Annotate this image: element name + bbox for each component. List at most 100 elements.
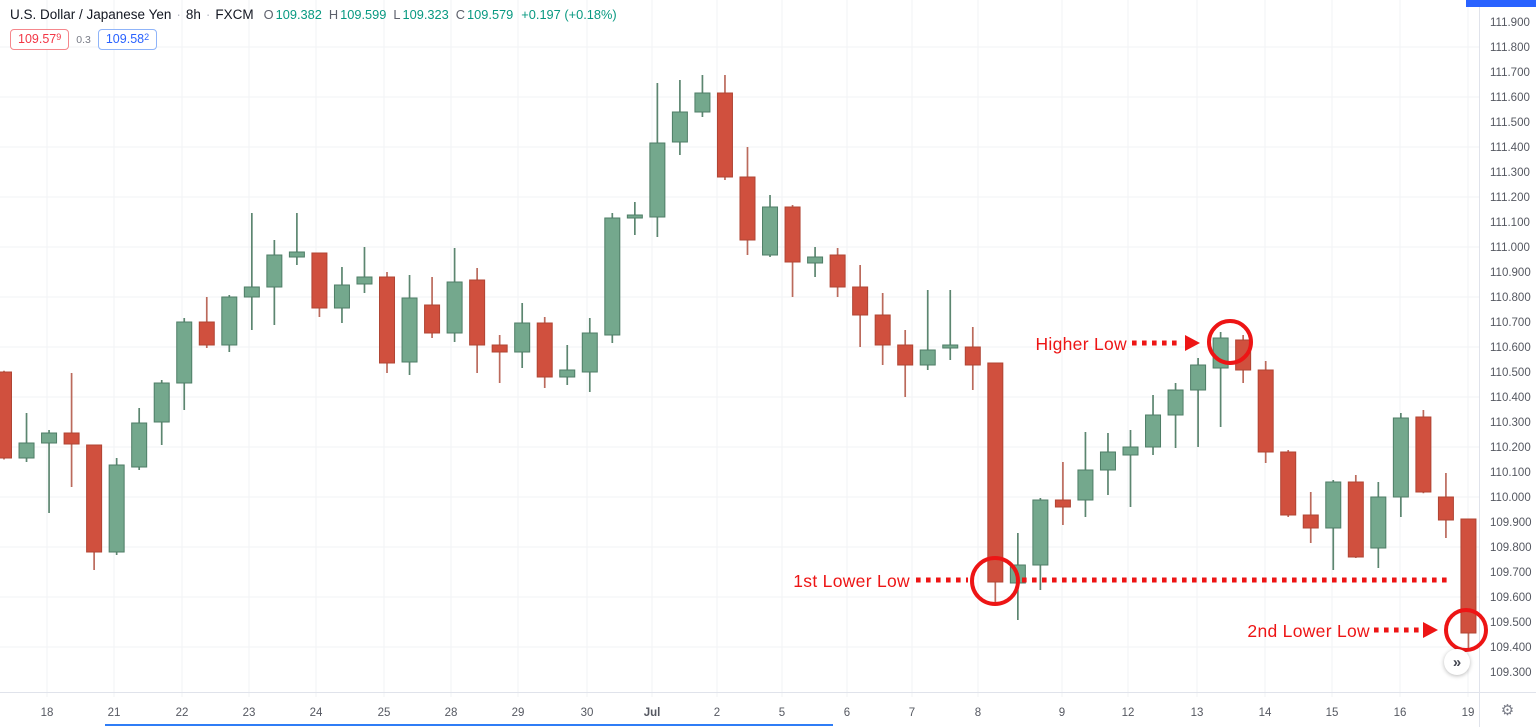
candle	[1032, 498, 1049, 590]
separator-dot: ·	[205, 7, 211, 22]
price-tick-label: 109.900	[1490, 517, 1532, 529]
candle	[694, 75, 711, 117]
candle-body	[1347, 481, 1364, 558]
candle-body	[469, 279, 486, 346]
candle	[333, 267, 350, 323]
price-tick-label: 111.300	[1490, 167, 1530, 179]
buy-ask-button[interactable]: 109.58 2	[97, 29, 158, 50]
candle-body	[108, 464, 125, 553]
annotations: Higher Low 1st Lower Low 2nd Lower Low	[793, 319, 1488, 652]
candle-body	[852, 286, 869, 316]
candle	[559, 345, 576, 385]
highlight-circle	[1444, 608, 1488, 652]
time-tick-label: 2	[714, 707, 720, 719]
candle	[1370, 482, 1387, 568]
axis-settings-gear-icon[interactable]: ⚙	[1479, 692, 1536, 727]
price-tick-label: 109.600	[1490, 592, 1532, 604]
candle	[311, 252, 328, 317]
candle-body	[919, 349, 936, 366]
candle	[1415, 410, 1432, 494]
time-tick-label: 24	[310, 707, 323, 719]
candle-body	[1370, 496, 1387, 549]
time-tick-label: 12	[1122, 707, 1135, 719]
ohlc-values: O 109.382 H 109.599 L 109.323 C 109.579	[264, 7, 521, 22]
candle-body	[1302, 514, 1319, 529]
candle-body	[1280, 451, 1297, 516]
candle-body	[446, 281, 463, 334]
price-tick-label: 109.700	[1490, 567, 1532, 579]
candle	[266, 240, 283, 325]
time-axis[interactable]: 18 21 22 23 24 25 28 29 30 Jul 2 5 6 7 8 9 12 13 14 15 16 19	[41, 707, 1475, 719]
time-tick-label: 25	[378, 707, 391, 719]
time-tick-label: 14	[1259, 707, 1272, 719]
price-tick-label: 111.200	[1490, 192, 1530, 204]
symbol-title[interactable]: U.S. Dollar / Japanese Yen	[10, 7, 172, 22]
time-tick-label: 6	[844, 707, 850, 719]
timeframe-label[interactable]: 8h	[185, 7, 201, 22]
candle	[1257, 361, 1274, 463]
candle	[63, 373, 80, 487]
price-tick-label: 111.600	[1490, 92, 1530, 104]
candle	[671, 80, 688, 155]
price-tick-label: 110.000	[1490, 492, 1531, 504]
candle	[446, 248, 463, 342]
candle	[762, 195, 779, 257]
candle	[1190, 358, 1207, 447]
price-axis[interactable]: 111.900 111.800 111.700 111.600 111.500 111.4…	[1490, 17, 1532, 679]
candle-body	[829, 254, 846, 288]
candle	[356, 247, 373, 293]
arrow-head-icon	[1423, 622, 1438, 638]
candle-body	[333, 284, 350, 309]
candle	[987, 362, 1004, 602]
price-tick-label: 109.400	[1490, 642, 1532, 654]
candle	[852, 265, 869, 347]
open-label: O	[263, 7, 274, 22]
time-tick-label: 18	[41, 707, 54, 719]
price-tick-label: 110.400	[1490, 392, 1531, 404]
candle-body	[243, 286, 260, 298]
price-tick-label: 111.700	[1490, 67, 1530, 79]
chart-legend: U.S. Dollar / Japanese Yen · 8h · FXCM O…	[10, 7, 617, 50]
candle	[1347, 475, 1364, 558]
candle	[86, 444, 103, 570]
candle	[243, 213, 260, 330]
high-value: 109.599	[340, 7, 387, 22]
high-label: H	[328, 7, 339, 22]
candle-body	[1099, 451, 1116, 471]
candle-body	[1054, 499, 1071, 508]
bid-price-fraction: 9	[56, 31, 62, 42]
candle	[604, 213, 621, 343]
annotation-label: 1st Lower Low	[793, 571, 910, 591]
spread-value: 0.3	[76, 33, 91, 46]
annotation-second-lower-low: 2nd Lower Low	[1247, 608, 1488, 652]
candle-body	[1392, 417, 1409, 498]
annotation-higher-low: Higher Low	[1035, 319, 1253, 365]
candle-body	[514, 322, 531, 353]
candle	[942, 290, 959, 360]
price-tick-label: 110.800	[1490, 292, 1531, 304]
price-tick-label: 110.100	[1490, 467, 1531, 479]
candle-body	[41, 432, 58, 444]
time-tick-label: 19	[1462, 707, 1475, 719]
price-tick-label: 110.700	[1490, 317, 1531, 329]
low-value: 109.323	[402, 7, 449, 22]
candle-body	[379, 276, 396, 364]
candle-body	[1167, 389, 1184, 416]
time-tick-label: Jul	[644, 707, 661, 719]
candle	[198, 297, 215, 348]
scroll-to-recent-button[interactable]: »	[1444, 649, 1470, 675]
price-tick-label: 109.500	[1490, 617, 1532, 629]
candle	[1054, 462, 1071, 525]
candle-body	[266, 254, 283, 288]
candle	[108, 458, 125, 555]
candle	[1145, 395, 1162, 455]
candle-body	[964, 346, 981, 366]
candle	[469, 268, 486, 373]
candle-body	[424, 304, 441, 334]
candle-body	[18, 442, 35, 459]
symbol-line: U.S. Dollar / Japanese Yen · 8h · FXCM O…	[10, 7, 617, 22]
time-tick-label: 22	[176, 707, 189, 719]
sell-bid-button[interactable]: 109.57 9	[10, 29, 70, 50]
candle	[1212, 332, 1229, 427]
